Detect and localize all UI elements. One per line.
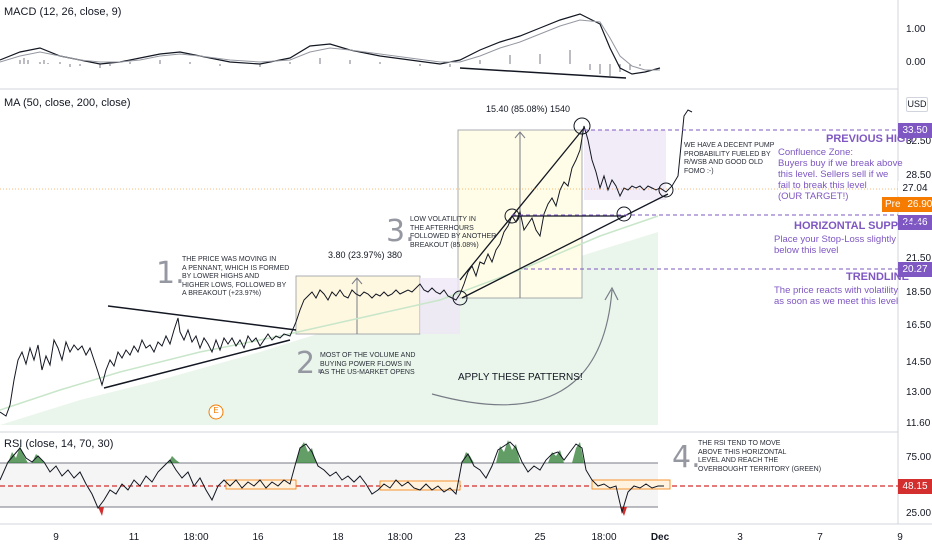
- rsi-consolidation-boxes: [225, 479, 671, 491]
- premarket-label: Pre: [885, 199, 901, 210]
- apply-patterns-arrow: [431, 289, 613, 406]
- price-line: [0, 109, 693, 417]
- earnings-label[interactable]: E: [213, 406, 219, 415]
- consolidation-box-1: [420, 278, 460, 334]
- time-tick-4: 16: [252, 532, 264, 543]
- pump-note: WE HAVE A DECENT PUMP PROBABILITY FUELED…: [684, 142, 775, 175]
- ma-fill: [0, 232, 658, 425]
- time-tick-1: 9: [53, 532, 59, 543]
- price-tick-5: 18.50: [906, 287, 932, 298]
- support-badge: 24.46: [898, 215, 932, 230]
- step-2-number: 2.: [296, 346, 325, 381]
- earnings-marker[interactable]: [208, 404, 224, 420]
- price-range-box-1: [295, 275, 421, 335]
- macd-indicator-label[interactable]: MACD (12, 26, close, 9): [4, 6, 122, 18]
- time-tick-7: 23: [454, 532, 466, 543]
- rsi-line: [0, 441, 664, 514]
- level-lines: [512, 129, 898, 270]
- macd-divergence-line: [459, 67, 627, 79]
- macd-signal-line: [0, 19, 660, 71]
- step-1-note: THE PRICE WAS MOVING IN A PENNANT, WHICH…: [182, 256, 290, 297]
- step-3-number: 3.: [386, 214, 415, 249]
- last-price-badge: 27.04: [898, 181, 932, 196]
- previous-high-title: PREVIOUS HIGH: [826, 133, 914, 145]
- price-tick-4: 21.50: [906, 253, 932, 264]
- price-tick-6: 16.50: [906, 320, 932, 331]
- support-text: Place your Stop-Loss slightly below this…: [774, 234, 896, 256]
- breakout-channel-lower: [461, 193, 669, 299]
- macd-line: [0, 13, 661, 75]
- price-tick-7: 14.50: [906, 357, 932, 368]
- macd-histogram: [19, 50, 641, 76]
- measure-label-1: 3.80 (23.97%) 380: [328, 250, 403, 260]
- rsi-tick-1: 75.00: [906, 452, 932, 463]
- breakout-channel-upper: [459, 127, 585, 281]
- step-4-note: THE RSI TEND TO MOVE ABOVE THIS HORIZONT…: [698, 440, 822, 473]
- premarket-badge: Pre 26.90: [882, 197, 932, 212]
- ma50-line: [0, 215, 659, 411]
- price-tick-1: 32.50: [906, 136, 932, 147]
- trendline-text: The price reacts with volatility as soon…: [774, 285, 899, 307]
- time-tick-13: 9: [897, 532, 903, 543]
- rsi-band: [0, 463, 658, 507]
- apply-patterns-label: APPLY THESE PATTERNS!: [458, 372, 583, 383]
- rsi-tick-2: 25.00: [906, 508, 932, 519]
- time-tick-2: 11: [128, 532, 140, 543]
- touch-circles: [452, 117, 674, 306]
- time-tick-5: 18: [332, 532, 344, 543]
- time-tick-8: 25: [534, 532, 546, 543]
- trendline-badge: 20.27: [898, 262, 932, 277]
- ma-indicator-label[interactable]: MA (50, close, 200, close): [4, 97, 131, 109]
- rsi-oversold-marks: [98, 507, 627, 516]
- rsi-indicator-label[interactable]: RSI (close, 14, 70, 30): [4, 438, 114, 450]
- step-4-number: 4.: [672, 440, 701, 475]
- time-tick-10: Dec: [650, 532, 670, 543]
- step-3-note: LOW VOLATILITY IN THE AFTERHOURS FOLLOWE…: [410, 216, 497, 249]
- premarket-price: 26.90: [907, 199, 932, 210]
- measure-label-2: 15.40 (85.08%) 1540: [486, 104, 571, 114]
- price-tick-8: 13.00: [906, 387, 932, 398]
- step-2-note: MOST OF THE VOLUME AND BUYING POWER FLOW…: [320, 352, 416, 376]
- price-tick-2: 28.50: [906, 170, 932, 181]
- pennant-upper-line: [107, 305, 297, 331]
- currency-button[interactable]: USD: [906, 97, 928, 112]
- trendline-title: TRENDLINE: [846, 271, 909, 283]
- time-tick-9: 18:00: [591, 532, 617, 543]
- support-title: HORIZONTAL SUPPORT: [794, 220, 922, 232]
- pennant-lower-line: [103, 339, 291, 389]
- time-tick-6: 18:00: [387, 532, 413, 543]
- time-tick-12: 7: [817, 532, 823, 543]
- rsi-value-badge: 48.15: [898, 479, 932, 494]
- price-tick-9: 11.60: [906, 418, 931, 429]
- macd-tick-1: 1.00: [906, 24, 926, 35]
- previous-high-text: Confluence Zone: Buyers buy if we break …: [778, 147, 903, 202]
- time-tick-3: 18:00: [183, 532, 209, 543]
- step-1-number: 1.: [156, 256, 185, 291]
- time-tick-11: 3: [737, 532, 743, 543]
- consolidation-box-2: [584, 130, 666, 200]
- macd-tick-2: 0.00: [906, 57, 926, 68]
- previous-high-badge: 33.50: [898, 123, 932, 138]
